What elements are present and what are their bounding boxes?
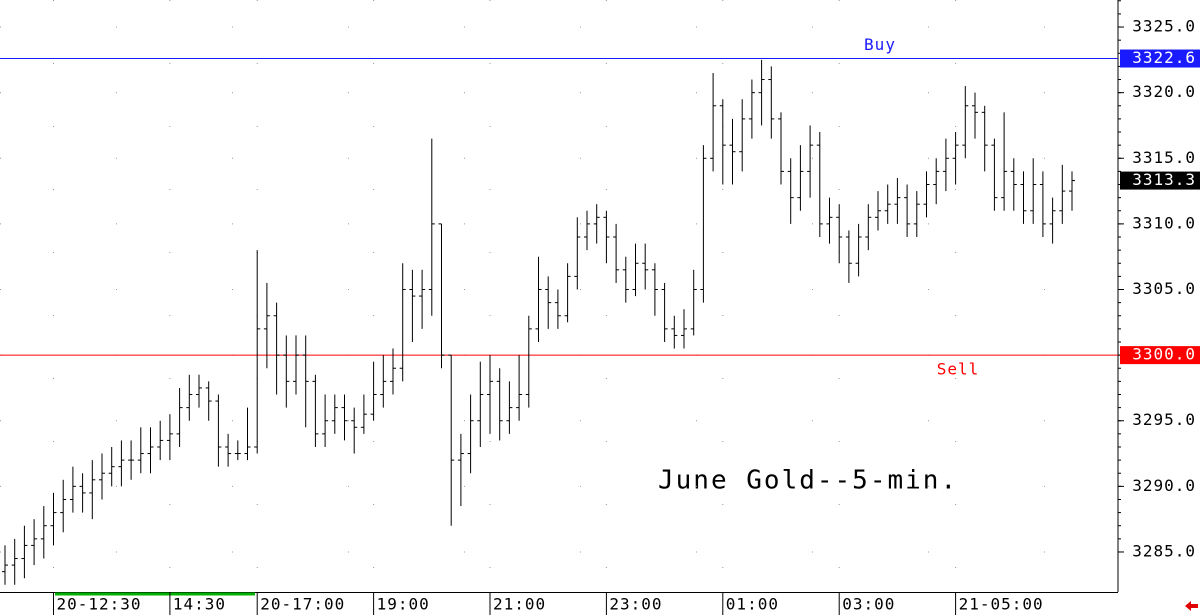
scroll-arrow <box>1185 601 1198 611</box>
x-tick-label: 20-17:00 <box>260 595 345 614</box>
y-tick-label: 3290.0 <box>1132 476 1196 495</box>
level-box <box>1120 49 1200 68</box>
y-tick-label: 3310.0 <box>1132 213 1196 232</box>
y-tick-label: 3295.0 <box>1132 410 1196 429</box>
chart-title: June Gold--5-min. <box>658 466 958 496</box>
y-tick-label: 3285.0 <box>1132 541 1196 560</box>
x-tick-label: 19:00 <box>377 595 430 614</box>
level-name: Sell <box>937 360 980 379</box>
y-tick-label: 3305.0 <box>1132 279 1196 298</box>
x-tick-label: 21-05:00 <box>959 595 1044 614</box>
last-price-label: 3313.3 <box>1132 170 1196 189</box>
x-tick-label: 21:00 <box>493 595 546 614</box>
last-price-box <box>1120 171 1200 190</box>
x-tick-label: 23:00 <box>609 595 662 614</box>
y-tick-label: 3320.0 <box>1132 82 1196 101</box>
level-value-label: 3322.6 <box>1132 48 1196 67</box>
x-tick-label: 03:00 <box>842 595 895 614</box>
y-tick-label: 3325.0 <box>1132 17 1196 36</box>
y-tick-label: 3315.0 <box>1132 148 1196 167</box>
level-box <box>1120 346 1200 365</box>
level-value-label: 3300.0 <box>1132 345 1196 364</box>
x-tick-label: 01:00 <box>726 595 779 614</box>
level-name: Buy <box>864 35 896 54</box>
x-tick-label: 14:30 <box>173 595 226 614</box>
x-tick-label: 20-12:30 <box>57 595 142 614</box>
